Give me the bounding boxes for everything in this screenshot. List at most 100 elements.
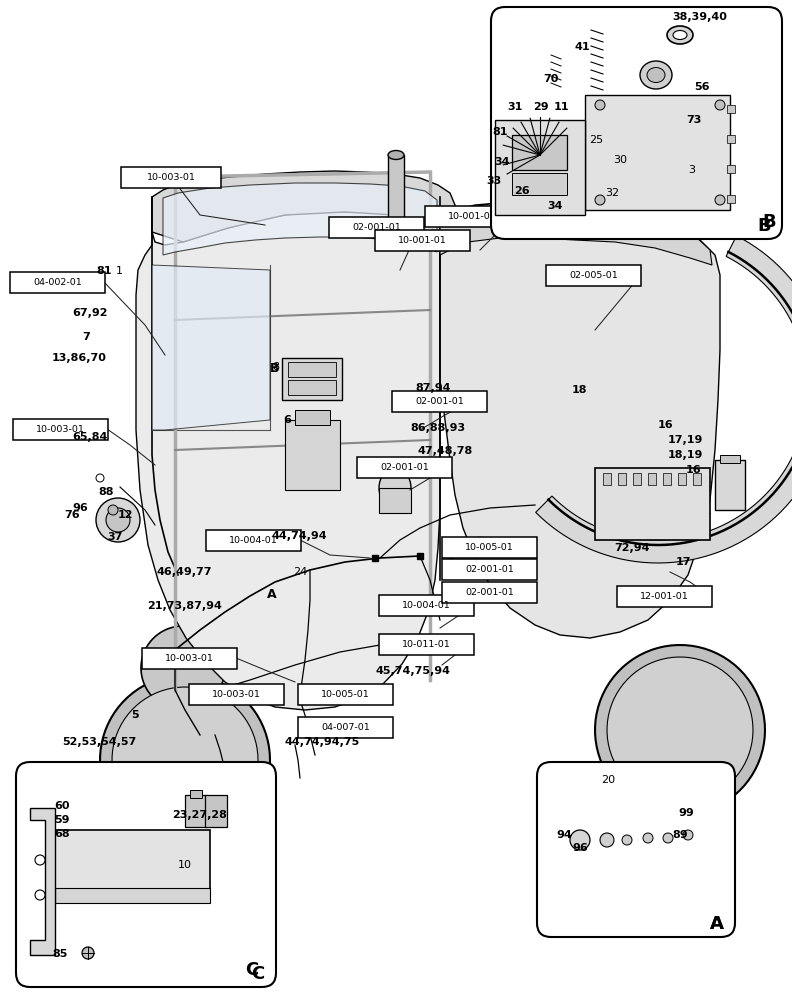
Circle shape	[595, 195, 605, 205]
Polygon shape	[152, 171, 455, 242]
FancyBboxPatch shape	[617, 586, 712, 607]
FancyBboxPatch shape	[392, 391, 487, 412]
Text: 26: 26	[514, 186, 530, 196]
Bar	[633, 473, 641, 485]
Text: 24: 24	[293, 567, 307, 577]
Text: 17: 17	[676, 557, 691, 567]
Polygon shape	[440, 202, 720, 638]
Bar	[512, 173, 567, 195]
Bar	[205, 795, 227, 827]
FancyBboxPatch shape	[442, 582, 537, 603]
Text: 72,94: 72,94	[614, 543, 649, 553]
Text: 68: 68	[54, 829, 70, 839]
Polygon shape	[112, 687, 258, 833]
FancyBboxPatch shape	[379, 595, 474, 616]
Bar	[288, 380, 336, 395]
Bar	[727, 165, 735, 173]
Circle shape	[643, 833, 653, 843]
Bar	[648, 473, 656, 485]
FancyBboxPatch shape	[142, 648, 237, 669]
Polygon shape	[152, 265, 270, 430]
Bar	[295, 410, 330, 425]
Text: 04-007-01: 04-007-01	[321, 723, 370, 732]
Bar	[678, 473, 686, 485]
Circle shape	[663, 833, 673, 843]
Bar	[603, 473, 611, 485]
Bar	[185, 795, 207, 827]
Circle shape	[106, 508, 130, 532]
Circle shape	[570, 830, 590, 850]
Text: 76: 76	[64, 510, 80, 520]
Bar	[727, 195, 735, 203]
Text: 52,53,54,57: 52,53,54,57	[62, 737, 136, 747]
Text: 86,88,93: 86,88,93	[410, 423, 465, 433]
FancyBboxPatch shape	[298, 717, 393, 738]
Text: 02-001-01: 02-001-01	[415, 397, 464, 406]
Circle shape	[96, 474, 104, 482]
Text: 10-003-01: 10-003-01	[212, 690, 261, 699]
Text: 65,84: 65,84	[72, 432, 108, 442]
Text: 10-003-01: 10-003-01	[165, 654, 214, 663]
Text: 8: 8	[272, 362, 279, 372]
FancyBboxPatch shape	[206, 530, 301, 551]
Text: 10-005-01: 10-005-01	[465, 543, 514, 552]
Text: 87,94: 87,94	[415, 383, 451, 393]
Text: 18: 18	[572, 385, 588, 395]
Text: 34: 34	[547, 201, 562, 211]
Bar	[595, 468, 710, 540]
Text: 47,48,78: 47,48,78	[418, 446, 474, 456]
Text: 11: 11	[554, 102, 569, 112]
Text: 29: 29	[533, 102, 549, 112]
Bar	[715, 460, 745, 510]
FancyBboxPatch shape	[491, 7, 782, 239]
Bar	[55, 888, 210, 903]
Polygon shape	[30, 808, 55, 955]
Text: 96: 96	[572, 843, 588, 853]
Bar	[727, 105, 735, 113]
Text: 38,39,40: 38,39,40	[672, 12, 727, 22]
Text: 10-011-01: 10-011-01	[402, 640, 451, 649]
Text: 02-001-01: 02-001-01	[465, 588, 514, 597]
Text: A: A	[267, 587, 276, 600]
Text: 10-004-01: 10-004-01	[229, 536, 278, 545]
Text: 10-001-01: 10-001-01	[398, 236, 447, 245]
Polygon shape	[141, 626, 225, 710]
Text: 10-005-01: 10-005-01	[321, 690, 370, 699]
Text: 67,92: 67,92	[72, 308, 108, 318]
Bar	[282, 358, 342, 400]
Text: 17,19: 17,19	[668, 435, 703, 445]
Ellipse shape	[379, 468, 411, 508]
Text: 04-002-01: 04-002-01	[33, 278, 82, 287]
Text: 02-005-01: 02-005-01	[569, 271, 618, 280]
Text: A: A	[710, 915, 724, 933]
Text: 10-001-01: 10-001-01	[448, 212, 497, 221]
Polygon shape	[607, 657, 753, 803]
Circle shape	[715, 195, 725, 205]
Text: 60: 60	[54, 801, 70, 811]
Bar	[585, 95, 730, 210]
Text: 02-001-01: 02-001-01	[352, 223, 401, 232]
Text: 37: 37	[107, 532, 123, 542]
FancyBboxPatch shape	[442, 559, 537, 580]
Circle shape	[715, 100, 725, 110]
FancyBboxPatch shape	[121, 167, 221, 188]
Text: 25: 25	[589, 135, 604, 145]
Text: 10-004-01: 10-004-01	[402, 601, 451, 610]
Text: 6: 6	[283, 415, 291, 425]
FancyBboxPatch shape	[375, 230, 470, 251]
FancyBboxPatch shape	[298, 684, 393, 705]
FancyBboxPatch shape	[546, 265, 641, 286]
Text: 12: 12	[118, 510, 134, 520]
Text: 10-003-01: 10-003-01	[36, 425, 85, 434]
Polygon shape	[100, 675, 270, 845]
Text: 31: 31	[507, 102, 523, 112]
Ellipse shape	[640, 61, 672, 89]
Ellipse shape	[647, 68, 665, 83]
Polygon shape	[595, 645, 765, 815]
FancyBboxPatch shape	[357, 457, 452, 478]
Text: 3: 3	[688, 165, 695, 175]
Text: 13,86,70: 13,86,70	[52, 353, 107, 363]
Text: 5: 5	[131, 710, 139, 720]
Text: 02-001-01: 02-001-01	[380, 463, 429, 472]
Text: 81: 81	[96, 266, 112, 276]
